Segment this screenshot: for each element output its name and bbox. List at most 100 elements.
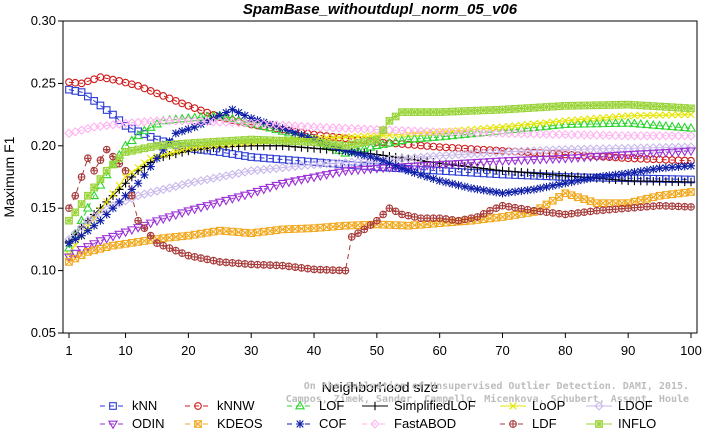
- data-point: [548, 102, 557, 111]
- data-point: [435, 108, 444, 116]
- data-point: [121, 191, 130, 200]
- data-point: [610, 118, 621, 127]
- data-point: [379, 156, 388, 165]
- data-point: [259, 119, 269, 129]
- data-point: [685, 122, 697, 132]
- data-point: [592, 101, 601, 110]
- data-point: [574, 116, 582, 124]
- data-point: [685, 147, 697, 157]
- data-point: [566, 144, 577, 155]
- data-point: [158, 215, 169, 225]
- data-point: [440, 160, 452, 170]
- data-point: [341, 266, 350, 275]
- series-fastabod: [64, 116, 696, 141]
- data-point: [423, 172, 432, 181]
- data-point: [164, 116, 175, 126]
- data-point: [554, 129, 564, 140]
- data-point: [630, 112, 639, 120]
- data-point: [151, 217, 163, 227]
- data-point: [241, 260, 249, 268]
- x-tick-label: 30: [244, 343, 258, 358]
- data-point: [109, 160, 117, 169]
- data-point: [629, 131, 640, 141]
- data-point: [423, 108, 431, 116]
- data-point: [89, 240, 100, 249]
- data-point: [454, 181, 463, 190]
- data-point: [291, 137, 300, 146]
- data-point: [548, 129, 558, 139]
- legend-marker: [194, 420, 202, 428]
- data-point: [492, 204, 501, 213]
- data-point: [681, 111, 689, 119]
- data-point: [171, 116, 181, 126]
- data-point: [76, 246, 87, 255]
- data-point: [315, 172, 326, 182]
- y-axis-title: Maximum F1: [1, 136, 17, 217]
- data-point: [485, 128, 495, 138]
- data-point: [71, 254, 80, 263]
- legend-marker: [107, 420, 119, 430]
- data-point: [228, 105, 237, 114]
- data-point: [535, 155, 546, 165]
- data-point: [630, 203, 639, 212]
- data-point: [215, 117, 225, 127]
- data-point: [96, 156, 105, 165]
- data-point: [460, 107, 469, 115]
- data-point: [371, 164, 382, 174]
- data-point: [586, 115, 595, 123]
- data-point: [63, 242, 75, 252]
- data-point: [227, 195, 238, 204]
- data-point: [642, 131, 652, 141]
- legend: kNN kNNW LOF SimplifiedLOF LoOP LDOF ODIN KDEOS…: [100, 398, 656, 431]
- data-point: [649, 111, 657, 120]
- data-point: [467, 125, 475, 134]
- data-point: [77, 88, 86, 96]
- data-point: [385, 116, 394, 125]
- series-odin: [63, 147, 697, 263]
- data-point: [234, 108, 243, 117]
- data-point: [447, 130, 458, 140]
- data-point: [404, 166, 413, 175]
- legend-marker: [370, 401, 380, 411]
- data-point: [321, 171, 332, 180]
- data-point: [227, 113, 238, 123]
- data-point: [429, 174, 438, 183]
- data-point: [617, 131, 627, 141]
- data-point: [134, 163, 142, 172]
- legend-label: ODIN: [132, 416, 165, 431]
- data-point: [134, 145, 142, 154]
- data-point: [96, 216, 105, 225]
- legend-marker: [294, 400, 306, 410]
- data-point: [71, 208, 80, 217]
- data-point: [82, 202, 93, 212]
- data-point: [65, 258, 73, 266]
- data-point: [391, 112, 400, 121]
- data-point: [661, 163, 670, 172]
- data-point: [611, 113, 620, 121]
- data-point: [82, 243, 93, 252]
- data-point: [184, 125, 193, 134]
- data-point: [416, 214, 425, 223]
- data-point: [253, 135, 262, 144]
- data-point: [259, 136, 268, 144]
- data-point: [434, 161, 445, 170]
- data-point: [522, 156, 533, 166]
- data-point: [674, 103, 683, 112]
- data-point: [354, 139, 362, 148]
- data-point: [322, 266, 331, 274]
- data-point: [530, 120, 538, 128]
- data-point: [297, 137, 306, 146]
- data-point: [460, 127, 470, 138]
- data-point: [252, 119, 263, 129]
- data-point: [674, 111, 683, 119]
- data-point: [555, 193, 563, 201]
- data-point: [467, 107, 475, 115]
- data-point: [536, 103, 545, 112]
- data-point: [315, 122, 325, 133]
- data-point: [240, 111, 250, 120]
- data-point: [560, 119, 571, 128]
- data-point: [172, 147, 180, 156]
- data-point: [340, 123, 351, 134]
- data-point: [115, 197, 124, 207]
- data-point: [128, 168, 136, 177]
